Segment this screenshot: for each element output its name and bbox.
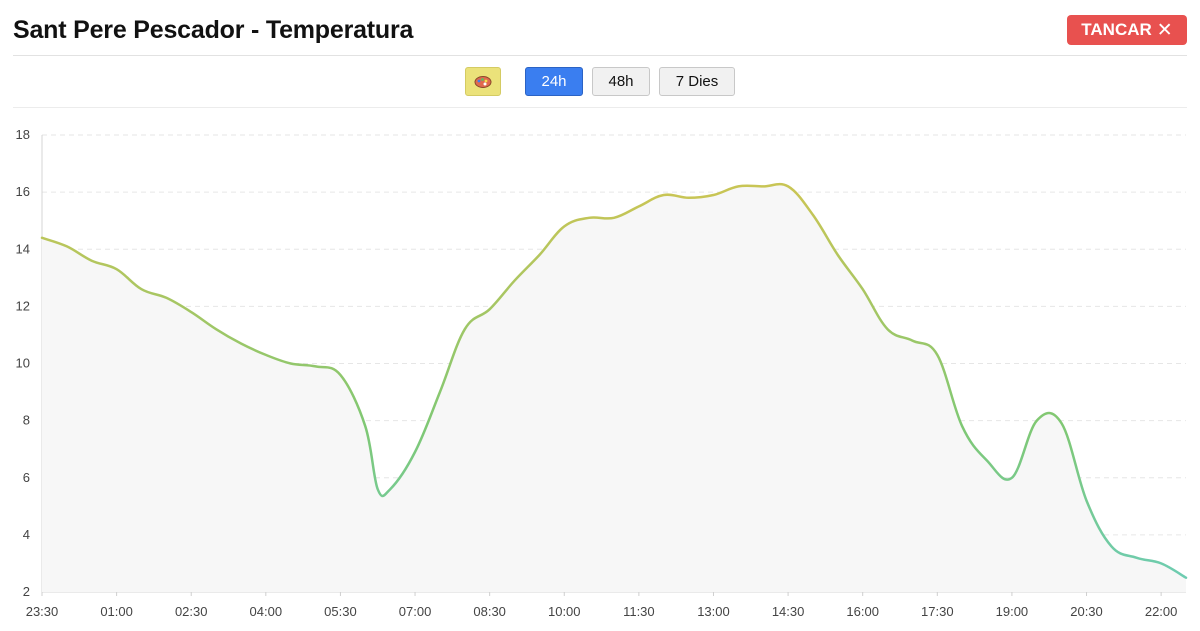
- palette-icon: [474, 75, 492, 88]
- y-tick-label: 14: [16, 241, 30, 256]
- range-24h-label: 24h: [541, 73, 567, 90]
- x-tick-label: 20:30: [1070, 604, 1103, 619]
- close-button-label: TANCAR: [1081, 20, 1152, 39]
- temperature-line: [40, 182, 1188, 579]
- y-tick-label: 8: [23, 413, 30, 428]
- page-title: Sant Pere Pescador - Temperatura: [13, 16, 414, 44]
- range-24h-button[interactable]: 24h: [525, 67, 583, 96]
- range-7d-label: 7 Dies: [675, 73, 719, 90]
- x-tick-label: 10:00: [548, 604, 581, 619]
- x-tick-label: 19:00: [996, 604, 1029, 619]
- palette-button[interactable]: [465, 67, 501, 96]
- x-tick-label: 14:30: [772, 604, 805, 619]
- x-tick-label: 02:30: [175, 604, 208, 619]
- y-tick-label: 4: [23, 527, 30, 542]
- range-7d-button[interactable]: 7 Dies: [659, 67, 735, 96]
- range-48h-label: 48h: [608, 73, 634, 90]
- x-tick-label: 16:00: [846, 604, 879, 619]
- x-tick-label: 22:00: [1145, 604, 1178, 619]
- y-tick-label: 10: [16, 356, 30, 371]
- x-tick-label: 17:30: [921, 604, 954, 619]
- x-tick-label: 01:00: [100, 604, 133, 619]
- x-tick-label: 05:30: [324, 604, 357, 619]
- range-toolbar: 24h 48h 7 Dies: [13, 56, 1187, 108]
- chart-tick-labels: 2 4 6 8 10 12 14 16 18 23:30 01:00 02:30 04:00 05:30 0…: [16, 127, 1178, 619]
- temperature-area: [42, 184, 1186, 592]
- close-button[interactable]: TANCAR ✕: [1067, 15, 1187, 45]
- range-48h-button[interactable]: 48h: [592, 67, 650, 96]
- x-tick-label: 04:00: [250, 604, 283, 619]
- x-tick-label: 11:30: [623, 604, 655, 619]
- y-tick-label: 2: [23, 584, 30, 599]
- header: Sant Pere Pescador - Temperatura TANCAR …: [13, 10, 1187, 56]
- x-tick-label: 07:00: [399, 604, 432, 619]
- y-tick-label: 16: [16, 184, 30, 199]
- temperature-chart: 2 4 6 8 10 12 14 16 18 23:30 01:00 02:30 04:00 05:30 0…: [16, 127, 1188, 619]
- y-tick-label: 6: [23, 470, 30, 485]
- y-tick-label: 18: [16, 127, 30, 142]
- x-tick-label: 13:00: [697, 604, 730, 619]
- y-tick-label: 12: [16, 298, 30, 313]
- close-icon: ✕: [1156, 19, 1173, 41]
- x-tick-label: 23:30: [26, 604, 59, 619]
- x-tick-label: 08:30: [473, 604, 506, 619]
